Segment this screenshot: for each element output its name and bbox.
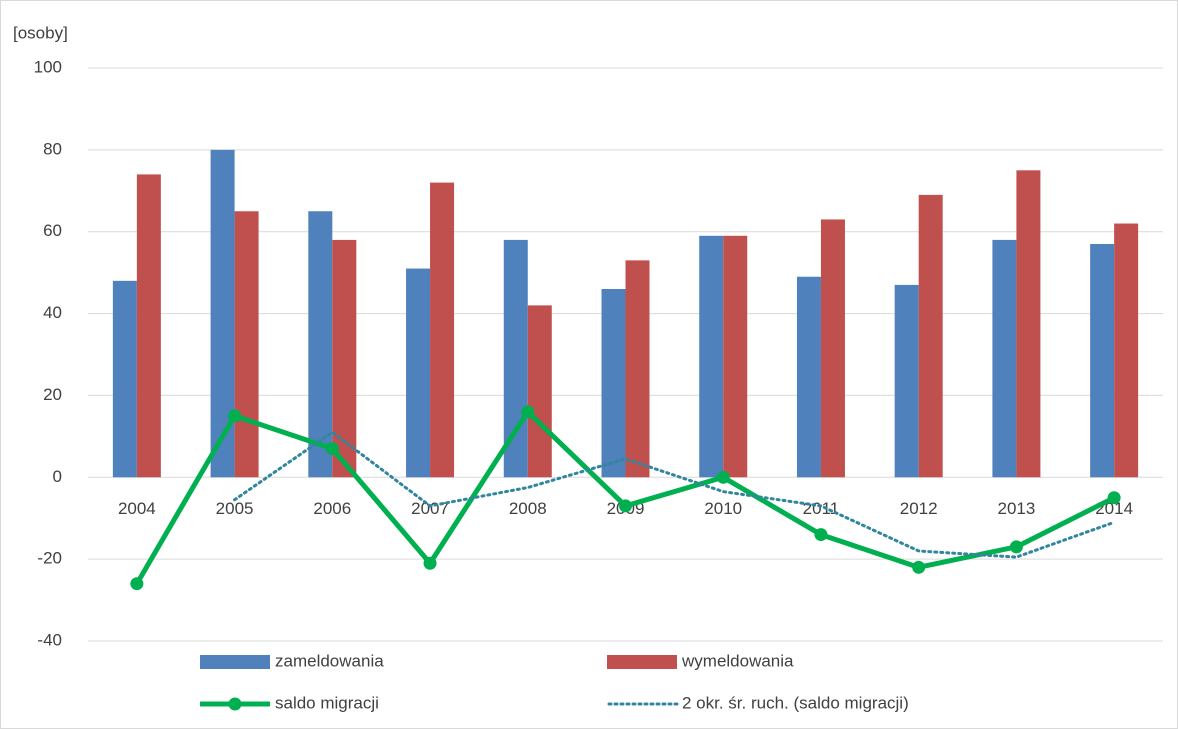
bar — [430, 182, 455, 478]
line-marker — [912, 560, 926, 574]
bar — [601, 289, 626, 478]
line-marker — [619, 499, 632, 513]
y-tick-label: 60 — [43, 221, 62, 240]
line-marker — [228, 409, 242, 423]
bar — [625, 260, 650, 478]
bar — [796, 276, 821, 478]
line-marker — [814, 528, 828, 542]
y-tick-label: 40 — [43, 303, 62, 322]
line-marker — [1009, 540, 1023, 554]
bar — [723, 235, 748, 478]
line-marker — [1107, 491, 1121, 505]
y-tick-label: 20 — [43, 385, 62, 404]
legend-label: zameldowania — [275, 651, 384, 670]
bar — [234, 211, 259, 478]
y-tick-label: 80 — [43, 139, 62, 158]
line-marker — [130, 577, 144, 591]
x-tick-label: 2006 — [313, 499, 351, 518]
bar — [1016, 170, 1041, 478]
y-tick-label: -40 — [37, 630, 62, 649]
y-tick-label: 0 — [53, 467, 62, 486]
x-tick-label: 2008 — [509, 499, 547, 518]
x-tick-label: 2007 — [411, 499, 449, 518]
legend-label: saldo migracji — [275, 693, 379, 712]
line-marker — [423, 556, 437, 570]
x-tick-label: 2010 — [704, 499, 742, 518]
line-marker — [716, 470, 730, 484]
x-tick-label: 2012 — [900, 499, 938, 518]
x-tick-label: 2013 — [997, 499, 1035, 518]
legend-swatch — [200, 655, 270, 669]
legend-label: 2 okr. śr. ruch. (saldo migracji) — [682, 693, 909, 712]
legend-swatch — [607, 655, 677, 669]
x-tick-label: 2005 — [216, 499, 254, 518]
bar — [894, 284, 919, 478]
x-tick-label: 2011 — [803, 499, 840, 518]
line-marker — [521, 405, 535, 419]
bar — [992, 239, 1017, 478]
x-tick-label: 2004 — [118, 499, 156, 518]
legend-label: wymeldowania — [681, 651, 794, 670]
bar — [527, 305, 552, 478]
legend-marker — [228, 697, 242, 711]
y-tick-label: -20 — [37, 549, 62, 568]
bar — [210, 149, 235, 478]
bar — [308, 211, 333, 478]
bar — [332, 239, 357, 478]
bar — [699, 235, 724, 478]
y-tick-label: 100 — [34, 57, 62, 76]
bar — [1114, 223, 1139, 478]
bar — [820, 219, 845, 478]
bar — [406, 268, 431, 478]
y-axis-label: [osoby] — [13, 23, 68, 42]
bar — [918, 194, 943, 478]
bar — [112, 280, 137, 478]
trend-line — [233, 430, 1116, 559]
bar — [136, 174, 161, 478]
bar — [1090, 243, 1115, 478]
line-marker — [325, 442, 339, 456]
